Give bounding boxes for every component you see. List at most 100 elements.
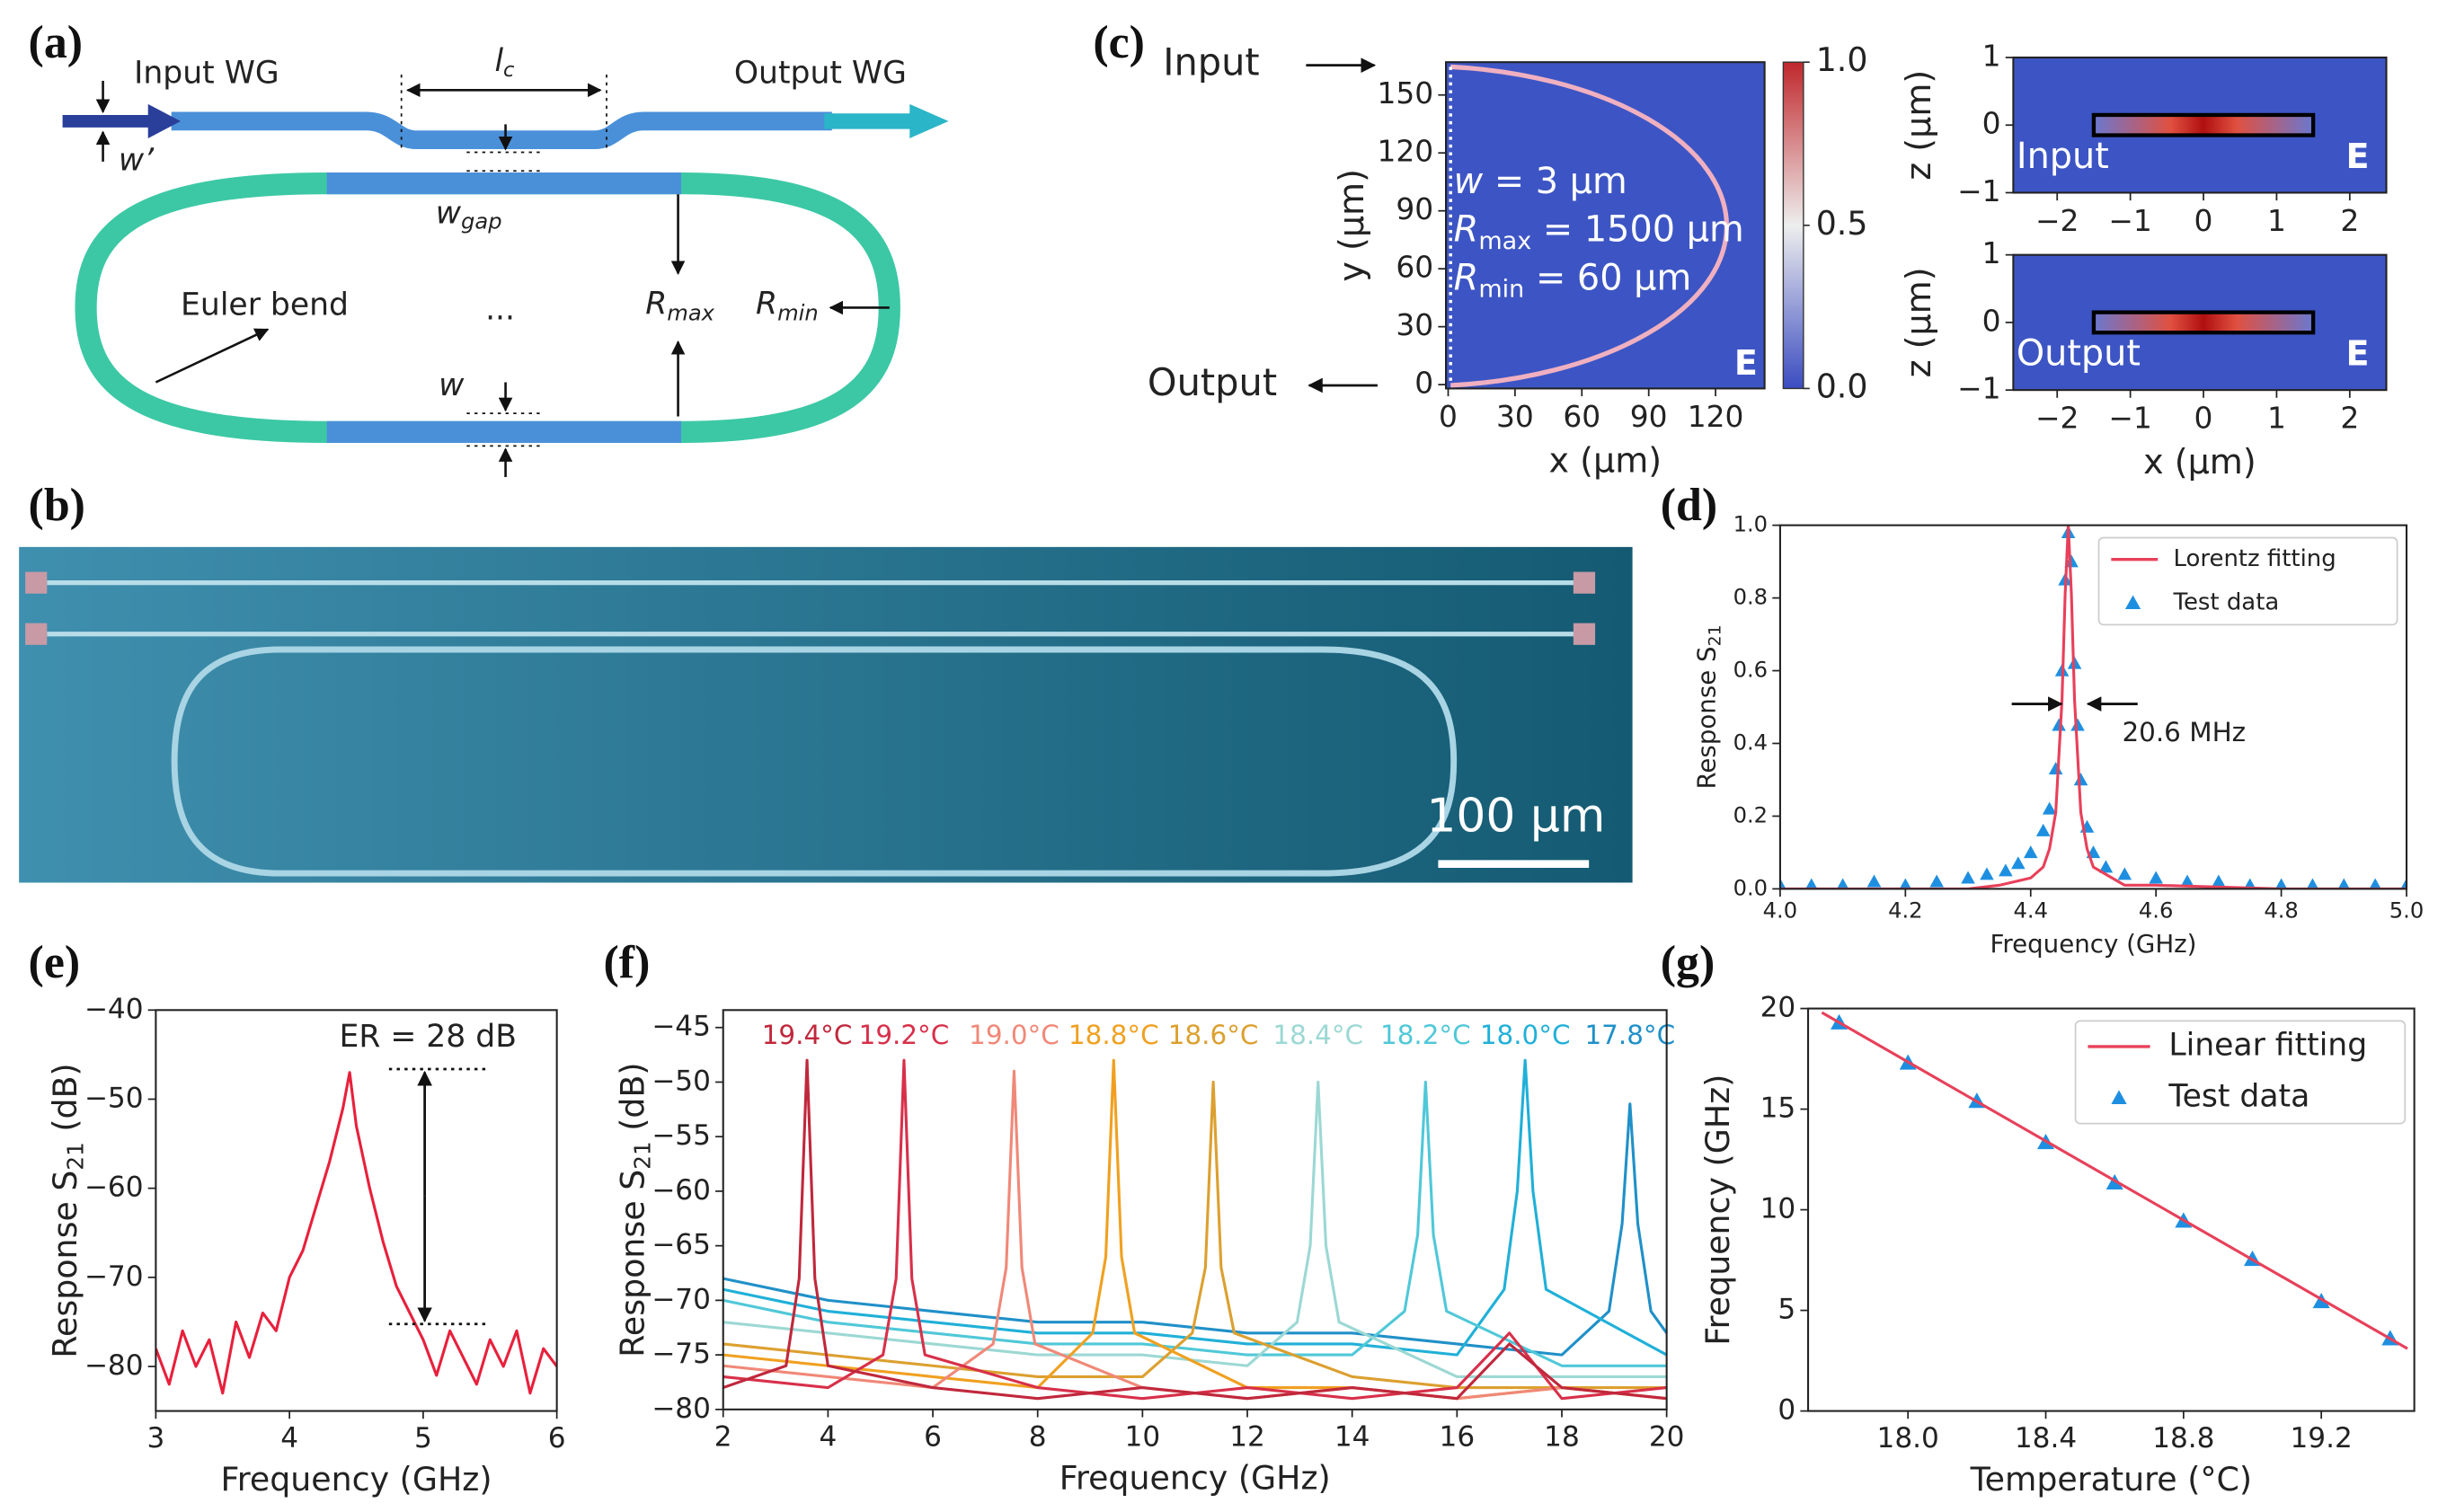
x-tick-label: 0 (1439, 399, 1458, 434)
y-tick-label: −70 (652, 1283, 711, 1315)
series-label: 18.4°C (1272, 1020, 1363, 1050)
annotation-main: R (1454, 208, 1479, 250)
label-main: w (436, 195, 462, 231)
pad (1573, 623, 1596, 645)
data-point (2011, 856, 2026, 870)
y-tick-label: 1 (1982, 235, 2001, 270)
racetrack (171, 646, 1458, 877)
series-line (1779, 525, 2407, 889)
y-axis-label-sub: 21 (62, 1142, 88, 1170)
series-line (723, 1080, 1667, 1378)
y-tick-label: −80 (84, 1349, 144, 1382)
x-axis-label: x (μm) (2143, 442, 2256, 482)
annotation: 20.6 MHz (2122, 717, 2246, 747)
scale-bar-label: 100 μm (1426, 790, 1605, 844)
x-tick-label: 4.8 (2264, 898, 2299, 924)
x-tick-label: 18.8 (2152, 1422, 2214, 1455)
x-tick-label: 90 (1630, 399, 1668, 434)
y-tick-label: −60 (652, 1174, 711, 1207)
data-point (2212, 874, 2226, 888)
y-tick-label: 20 (1760, 992, 1796, 1024)
series-line (723, 1058, 1667, 1357)
series-label: 19.2°C (859, 1020, 950, 1050)
y-axis-label: y (μm) (1332, 169, 1371, 282)
y-tick-label: 150 (1377, 75, 1433, 111)
data-point (2023, 845, 2038, 859)
x-tick-label: 4.4 (2014, 898, 2049, 924)
series-label: 18.2°C (1380, 1020, 1471, 1050)
x-tick-label: 18.0 (1877, 1422, 1939, 1455)
pad (1573, 571, 1596, 594)
x-tick-label: 60 (1563, 399, 1600, 434)
data-point (2369, 878, 2381, 889)
x-tick-label: −1 (2108, 401, 2151, 436)
input-arrow (62, 103, 182, 138)
y-tick-label: 0 (1414, 366, 1433, 401)
y-tick-label: 0.0 (1733, 875, 1769, 900)
x-tick-label: 12 (1229, 1420, 1265, 1453)
panel-label: (a) (29, 17, 84, 68)
legend-box (2097, 536, 2398, 626)
y-tick-label: 30 (1396, 307, 1433, 342)
annotation: Rmax = 1500 μm (1454, 208, 1744, 254)
annotation-sub: min (1478, 275, 1524, 303)
x-tick-label: 1 (2267, 203, 2286, 238)
label-sub: c (503, 57, 515, 81)
y-tick-label: 5 (1778, 1294, 1795, 1326)
data-point (1999, 863, 2013, 877)
label-sub: min (777, 300, 819, 325)
plot-area (723, 1058, 1667, 1401)
label: Rmin (756, 286, 819, 326)
x-axis-label: Frequency (GHz) (1990, 929, 2196, 959)
x-tick-label: 4.6 (2139, 898, 2174, 924)
x-tick-label: −1 (2108, 203, 2151, 238)
y-tick-label: 90 (1396, 191, 1433, 226)
annotation-main: w (1454, 161, 1484, 202)
series-label: 19.0°C (969, 1020, 1059, 1050)
axes-frame (1778, 524, 2408, 890)
data-point (1805, 878, 1818, 889)
x-tick-label: 6 (548, 1422, 566, 1455)
label: w (439, 367, 465, 403)
legend-marker (2111, 1090, 2127, 1104)
x-tick-label: 18.4 (2015, 1422, 2077, 1455)
x-tick-label: 30 (1496, 399, 1534, 434)
x-tick-label: 5 (414, 1422, 432, 1455)
x-axis-label: Frequency (GHz) (1059, 1458, 1331, 1497)
data-point (2275, 878, 2288, 889)
y-tick-label: −50 (652, 1065, 711, 1097)
y-axis-label-sub: 21 (1706, 624, 1724, 646)
data-point (1961, 871, 1975, 884)
annotation-sub: max (1478, 226, 1531, 254)
x-axis-label: Temperature (°C) (1970, 1460, 2252, 1499)
data-point (1980, 867, 1994, 880)
series-label: 18.0°C (1480, 1020, 1571, 1050)
label: w’ (119, 142, 155, 178)
legend-box (2074, 1020, 2407, 1125)
series-line (723, 1080, 1667, 1390)
series-label: 19.4°C (762, 1020, 853, 1050)
y-axis-label: z (μm) (1899, 267, 1938, 377)
series-line (723, 1058, 1667, 1401)
legend-label: Linear fitting (2168, 1027, 2367, 1063)
pad (25, 571, 48, 594)
y-tick-label: −60 (84, 1172, 144, 1204)
ring-diagram: Input WG Output WG w’ lc wgap Euler bend… (62, 43, 949, 478)
y-tick-label: −65 (652, 1229, 711, 1261)
y-tick-label: −45 (652, 1011, 711, 1043)
label: Euler bend (181, 287, 349, 323)
label-main: R (756, 286, 777, 322)
x-tick-label: 5.0 (2389, 898, 2425, 924)
field-label: E (2346, 334, 2370, 374)
series-label: 17.8°C (1584, 1020, 1675, 1050)
label-sub: gap (461, 208, 502, 234)
panel-label: (f) (604, 937, 651, 988)
label: ... (485, 291, 515, 327)
series-line (1821, 1011, 2408, 1350)
field-label: E (2346, 137, 2370, 176)
annotation-main: R (1454, 257, 1479, 298)
waveguide-mode (1450, 64, 1730, 388)
mode-profile (2091, 112, 2316, 137)
annotation: ER = 28 dB (339, 1019, 517, 1055)
